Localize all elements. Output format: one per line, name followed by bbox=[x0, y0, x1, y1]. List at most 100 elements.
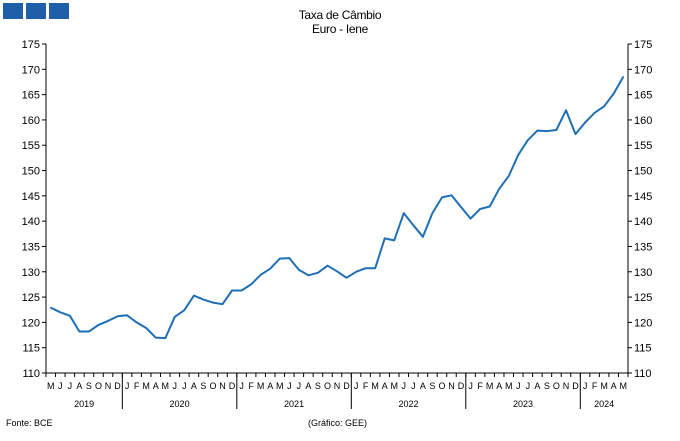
x-year-label: 2022 bbox=[399, 399, 419, 409]
x-year-label: 2023 bbox=[513, 399, 533, 409]
data-point bbox=[374, 267, 377, 270]
x-month-label: J bbox=[354, 381, 359, 391]
data-point bbox=[584, 121, 586, 124]
data-point bbox=[317, 272, 319, 274]
data-point bbox=[431, 212, 434, 214]
logo-square-icon bbox=[3, 3, 23, 19]
data-point bbox=[269, 267, 272, 270]
x-month-label: J bbox=[411, 381, 416, 391]
series-line bbox=[50, 76, 625, 340]
y-tick-label-left: 140 bbox=[22, 216, 40, 228]
x-month-label: J bbox=[516, 381, 521, 391]
data-point bbox=[154, 336, 157, 339]
data-point bbox=[403, 212, 405, 214]
x-month-label: M bbox=[142, 381, 150, 391]
x-month-label: A bbox=[382, 381, 388, 391]
x-month-label: S bbox=[86, 381, 92, 391]
y-tick-label-right: 160 bbox=[634, 115, 652, 127]
x-month-label: N bbox=[563, 381, 570, 391]
data-point bbox=[412, 224, 415, 226]
y-tick-label-right: 155 bbox=[634, 140, 652, 152]
data-point bbox=[164, 337, 167, 339]
data-point bbox=[97, 324, 100, 326]
data-point bbox=[450, 194, 453, 197]
x-month-label: S bbox=[200, 381, 206, 391]
x-month-label: D bbox=[343, 381, 350, 391]
y-tick-label-left: 115 bbox=[22, 343, 40, 355]
data-point bbox=[326, 264, 329, 267]
data-point bbox=[259, 274, 262, 276]
y-tick-label-left: 130 bbox=[22, 267, 40, 279]
x-month-label: D bbox=[229, 381, 236, 391]
x-month-label: A bbox=[267, 381, 273, 391]
x-month-label: J bbox=[402, 381, 407, 391]
y-tick-label-left: 150 bbox=[22, 166, 40, 178]
y-tick-label-right: 120 bbox=[634, 317, 652, 329]
y-tick-label-left: 110 bbox=[22, 368, 40, 380]
x-month-label: A bbox=[611, 381, 617, 391]
x-month-label: F bbox=[477, 381, 483, 391]
data-point bbox=[612, 92, 615, 95]
x-month-label: M bbox=[276, 381, 284, 391]
x-month-label: O bbox=[209, 381, 216, 391]
data-point bbox=[279, 257, 281, 260]
x-month-label: J bbox=[526, 381, 531, 391]
data-point bbox=[527, 139, 529, 141]
x-month-label: J bbox=[287, 381, 292, 391]
x-month-label: J bbox=[58, 381, 63, 391]
data-point bbox=[507, 175, 510, 177]
x-month-label: J bbox=[239, 381, 244, 391]
x-year-label: 2021 bbox=[284, 399, 304, 409]
x-month-label: A bbox=[496, 381, 502, 391]
x-month-label: J bbox=[583, 381, 588, 391]
chart-title-line1: Taxa de Câmbio bbox=[298, 8, 382, 22]
x-month-label: N bbox=[105, 381, 112, 391]
data-point bbox=[240, 289, 243, 292]
y-tick-label-right: 150 bbox=[634, 166, 652, 178]
x-month-label: J bbox=[468, 381, 473, 391]
data-point bbox=[250, 283, 252, 286]
x-month-label: M bbox=[257, 381, 265, 391]
data-point bbox=[202, 298, 205, 301]
x-month-label: J bbox=[297, 381, 302, 391]
x-year-label: 2019 bbox=[74, 399, 94, 409]
x-month-label: O bbox=[553, 381, 560, 391]
x-month-label: A bbox=[305, 381, 311, 391]
x-month-label: A bbox=[191, 381, 197, 391]
y-tick-label-right: 170 bbox=[634, 64, 652, 76]
chart-title-line2: Euro - Iene bbox=[311, 22, 369, 36]
data-point bbox=[469, 217, 472, 220]
x-month-label: J bbox=[182, 381, 187, 391]
data-point bbox=[231, 289, 233, 292]
data-point bbox=[574, 133, 577, 135]
x-month-label: F bbox=[134, 381, 140, 391]
data-point bbox=[59, 311, 62, 314]
data-point bbox=[145, 327, 147, 329]
x-month-label: A bbox=[534, 381, 540, 391]
x-month-label: A bbox=[153, 381, 159, 391]
x-month-label: O bbox=[438, 381, 445, 391]
data-point bbox=[69, 315, 71, 317]
x-month-label: J bbox=[68, 381, 73, 391]
data-point bbox=[107, 320, 109, 322]
x-year-label: 2020 bbox=[170, 399, 190, 409]
data-point bbox=[221, 303, 224, 306]
y-tick-label-left: 170 bbox=[22, 64, 40, 76]
data-point bbox=[50, 306, 52, 309]
y-tick-label-right: 110 bbox=[634, 368, 652, 380]
y-tick-label-left: 175 bbox=[22, 39, 40, 51]
y-tick-label-right: 145 bbox=[634, 191, 652, 203]
y-tick-label-right: 135 bbox=[634, 241, 652, 253]
data-point bbox=[517, 154, 520, 156]
x-month-label: O bbox=[324, 381, 331, 391]
y-tick-label-right: 125 bbox=[634, 292, 652, 304]
x-month-label: D bbox=[114, 381, 121, 391]
x-month-label: D bbox=[572, 381, 579, 391]
data-point bbox=[479, 208, 481, 210]
data-point bbox=[78, 330, 81, 333]
x-month-label: F bbox=[363, 381, 369, 391]
x-month-label: M bbox=[600, 381, 608, 391]
institution-logo bbox=[3, 3, 69, 19]
data-point bbox=[565, 109, 567, 112]
